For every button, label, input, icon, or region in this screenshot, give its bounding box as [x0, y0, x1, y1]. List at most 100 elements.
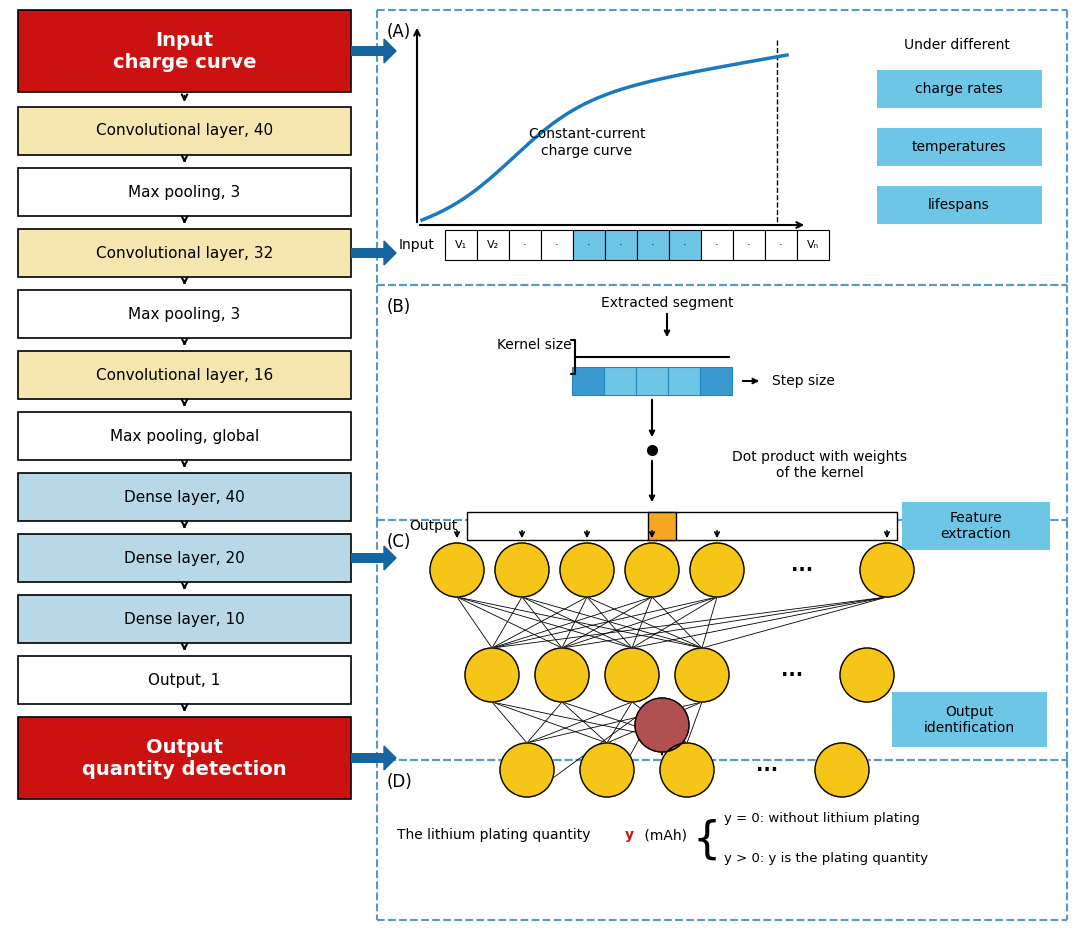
Circle shape — [535, 648, 589, 702]
Text: {: { — [692, 818, 720, 861]
Bar — [877, 70, 1042, 108]
Bar — [18, 229, 351, 277]
Text: (A): (A) — [387, 23, 411, 41]
Text: Output: Output — [408, 519, 457, 533]
Bar — [604, 367, 636, 395]
Bar — [797, 230, 829, 260]
Text: Convolutional layer, 32: Convolutional layer, 32 — [96, 246, 273, 260]
Text: Max pooling, global: Max pooling, global — [110, 429, 259, 444]
Text: y > 0: y is the plating quantity: y > 0: y is the plating quantity — [724, 852, 928, 865]
Bar — [18, 351, 351, 399]
Text: Dense layer, 40: Dense layer, 40 — [124, 489, 245, 504]
Text: ···: ··· — [791, 561, 813, 579]
Text: Dot product with weights
of the kernel: Dot product with weights of the kernel — [732, 450, 907, 480]
Text: ···: ··· — [756, 761, 778, 779]
Bar — [445, 230, 477, 260]
Bar — [637, 230, 669, 260]
Text: charge rates: charge rates — [915, 82, 1003, 96]
Bar — [572, 367, 604, 395]
Bar — [351, 248, 384, 258]
Circle shape — [815, 743, 869, 797]
Bar — [669, 367, 700, 395]
Bar — [701, 230, 733, 260]
Circle shape — [690, 543, 744, 597]
Circle shape — [860, 543, 914, 597]
Bar — [765, 230, 797, 260]
Text: lifespans: lifespans — [928, 198, 990, 212]
Text: Max pooling, 3: Max pooling, 3 — [129, 184, 241, 200]
Circle shape — [605, 648, 659, 702]
Circle shape — [465, 648, 519, 702]
Text: ···: ··· — [781, 666, 804, 684]
Bar — [18, 534, 351, 582]
Text: Output
identification: Output identification — [923, 705, 1014, 735]
Bar — [18, 595, 351, 643]
Text: ·: · — [747, 240, 751, 250]
Text: Convolutional layer, 16: Convolutional layer, 16 — [96, 367, 273, 382]
Text: Input
charge curve: Input charge curve — [112, 31, 256, 72]
Circle shape — [500, 743, 554, 797]
Text: (C): (C) — [387, 533, 411, 551]
Circle shape — [675, 648, 729, 702]
Circle shape — [495, 543, 549, 597]
Text: ·: · — [779, 240, 783, 250]
Bar — [467, 512, 897, 540]
Bar — [605, 230, 637, 260]
Bar — [877, 128, 1042, 166]
Bar — [18, 473, 351, 521]
Text: The lithium plating quantity: The lithium plating quantity — [397, 828, 595, 842]
Bar — [18, 412, 351, 460]
Polygon shape — [384, 39, 396, 63]
Polygon shape — [384, 241, 396, 265]
Bar — [541, 230, 573, 260]
Bar — [18, 717, 351, 799]
Text: ·: · — [684, 240, 687, 250]
Bar — [902, 502, 1050, 550]
Text: ·: · — [588, 240, 591, 250]
Text: Kernel size: Kernel size — [497, 338, 571, 352]
Bar — [351, 46, 384, 56]
Circle shape — [625, 543, 679, 597]
Circle shape — [840, 648, 894, 702]
Text: (mAh): (mAh) — [640, 828, 687, 842]
Text: Dense layer, 20: Dense layer, 20 — [124, 551, 245, 565]
Text: ·: · — [523, 240, 527, 250]
Text: ·: · — [555, 240, 558, 250]
Text: (D): (D) — [387, 773, 413, 791]
Bar — [573, 230, 605, 260]
Text: Step size: Step size — [772, 374, 835, 388]
Bar — [18, 290, 351, 338]
Circle shape — [430, 543, 484, 597]
Text: Output
quantity detection: Output quantity detection — [82, 737, 287, 778]
Bar — [733, 230, 765, 260]
Text: Extracted segment: Extracted segment — [600, 296, 733, 310]
Text: ·: · — [715, 240, 719, 250]
Text: ·: · — [651, 240, 654, 250]
Text: Constant-current
charge curve: Constant-current charge curve — [528, 127, 646, 157]
Text: V₂: V₂ — [487, 240, 499, 250]
Circle shape — [561, 543, 615, 597]
Bar — [648, 512, 676, 540]
Bar — [477, 230, 509, 260]
Polygon shape — [384, 746, 396, 770]
Text: (B): (B) — [387, 298, 411, 316]
Text: Max pooling, 3: Max pooling, 3 — [129, 307, 241, 322]
Bar — [700, 367, 732, 395]
Text: Feature
extraction: Feature extraction — [941, 511, 1011, 541]
Bar — [669, 230, 701, 260]
Text: Convolutional layer, 40: Convolutional layer, 40 — [96, 124, 273, 139]
Bar — [18, 107, 351, 155]
Bar — [351, 553, 384, 563]
Bar — [892, 692, 1047, 747]
Text: Under different: Under different — [904, 38, 1010, 52]
Bar — [509, 230, 541, 260]
Circle shape — [660, 743, 714, 797]
Text: Dense layer, 10: Dense layer, 10 — [124, 612, 245, 627]
Text: y = 0: without lithium plating: y = 0: without lithium plating — [724, 812, 920, 825]
Text: V₁: V₁ — [455, 240, 467, 250]
Text: Vₙ: Vₙ — [807, 240, 819, 250]
Bar — [18, 168, 351, 216]
Bar — [877, 186, 1042, 224]
Bar — [351, 753, 384, 763]
Bar — [636, 367, 669, 395]
